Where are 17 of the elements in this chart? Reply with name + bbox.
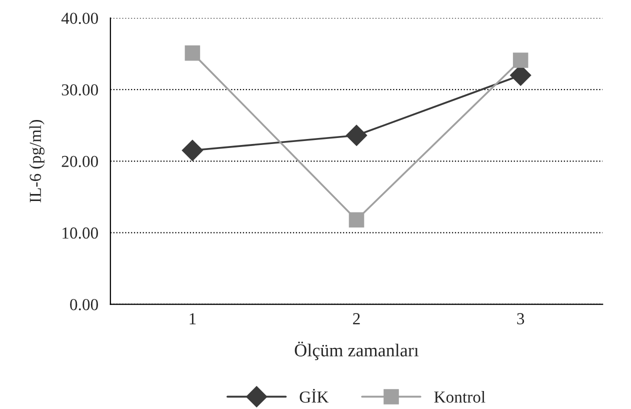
- y-tick-label: 20.00: [62, 156, 98, 168]
- point: [182, 140, 203, 161]
- legend-label: Kontrol: [434, 390, 486, 403]
- y-tick-label: 30.00: [62, 84, 98, 96]
- y-tick-label: 40.00: [61, 12, 98, 24]
- x-tick-label: 3: [517, 313, 524, 324]
- y-tick-label: 10.00: [62, 227, 98, 239]
- point: [512, 52, 528, 68]
- point: [346, 124, 368, 146]
- x-tick-label: 1: [190, 313, 196, 324]
- y-axis-title: IL-6 (pg/ml): [29, 120, 44, 202]
- y-tick-label: 0.00: [70, 298, 98, 310]
- legend-label: GİK: [300, 388, 329, 403]
- point: [184, 45, 200, 61]
- point: [348, 212, 364, 228]
- x-tick-label: 2: [353, 313, 360, 324]
- x-axis-title: Ölçüm zamanları: [294, 342, 419, 360]
